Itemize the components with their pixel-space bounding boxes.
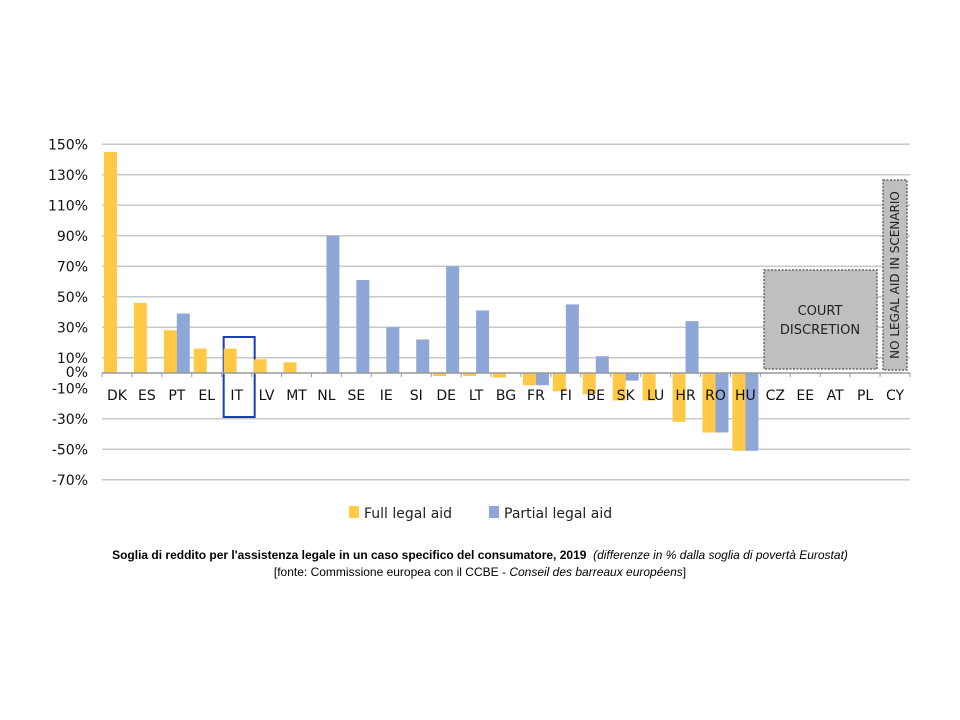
bar-partial-si <box>416 339 430 373</box>
caption-subtitle: (differenze in % dalla soglia di povertà… <box>593 548 848 562</box>
bar-partial-pt <box>176 313 190 373</box>
y-tick-label: 90% <box>57 229 88 245</box>
y-tick-label: 150% <box>48 137 88 153</box>
y-tick-label: 30% <box>57 320 88 336</box>
bar-partial-ro <box>715 373 729 433</box>
x-tick-label: IE <box>380 388 393 404</box>
x-tick-label: MT <box>286 388 307 404</box>
bar-full-ro <box>702 373 716 433</box>
bar-full-dk <box>103 151 117 373</box>
legend-swatch <box>489 506 499 518</box>
y-tick-label: -30% <box>52 412 88 428</box>
legend-label: Partial legal aid <box>504 506 612 522</box>
x-tick-label: IT <box>230 388 243 404</box>
bar-full-es <box>133 302 147 373</box>
x-tick-label: FR <box>527 388 545 404</box>
bar-full-pt <box>163 330 177 373</box>
x-tick-label: PT <box>168 388 185 404</box>
bar-full-be <box>582 373 596 395</box>
court-discretion-label: COURT <box>798 304 843 319</box>
legend-label: Full legal aid <box>364 506 452 522</box>
y-tick-label: 70% <box>57 259 88 275</box>
bar-partial-fi <box>565 304 579 373</box>
x-tick-label: ES <box>138 388 156 404</box>
y-tick-label: -50% <box>52 442 88 458</box>
bar-full-el <box>193 348 207 373</box>
x-tick-label: BG <box>496 388 516 404</box>
y-tick-label: 10% <box>57 351 88 367</box>
bar-partial-nl <box>326 235 340 373</box>
bar-partial-hu <box>745 373 759 451</box>
bar-full-fr <box>522 373 536 386</box>
y-tick-label: 110% <box>48 198 88 214</box>
y-tick-label: 50% <box>57 290 88 306</box>
bar-partial-ie <box>386 327 400 373</box>
x-tick-label: BE <box>587 388 605 404</box>
x-tick-label: NL <box>317 388 335 404</box>
bar-partial-fr <box>535 373 549 386</box>
bar-full-hr <box>672 373 686 422</box>
x-tick-label: SI <box>410 388 423 404</box>
x-tick-label: AT <box>827 388 844 404</box>
x-tick-label: CY <box>886 388 905 404</box>
x-tick-label: LV <box>259 388 275 404</box>
y-tick-label: -10% <box>52 381 88 397</box>
no-legal-aid-box <box>882 179 908 371</box>
bar-full-bg <box>493 373 506 378</box>
caption-title: Soglia di reddito per l'assistenza legal… <box>112 548 587 562</box>
x-tick-label: SE <box>348 388 366 404</box>
bar-full-lu <box>642 373 656 401</box>
x-tick-label: PL <box>857 388 873 404</box>
no-legal-aid-label: NO LEGAL AID IN SCENARIO <box>888 191 902 359</box>
x-tick-label: DK <box>107 388 128 404</box>
chart-caption-line2: [fonte: Commissione europea con il CCBE … <box>0 565 960 579</box>
bar-full-fi <box>552 373 566 392</box>
bar-full-sk <box>612 373 626 401</box>
bar-partial-sk <box>625 373 639 381</box>
x-tick-label: EL <box>198 388 215 404</box>
bar-full-lv <box>253 359 267 373</box>
chart-caption-line1: Soglia di reddito per l'assistenza legal… <box>0 548 960 562</box>
bar-full-mt <box>283 362 297 373</box>
x-tick-label: LT <box>469 388 484 404</box>
y-tick-label: 0% <box>66 365 88 381</box>
y-tick-label: -70% <box>52 473 88 489</box>
x-tick-label: RO <box>705 388 726 404</box>
bar-full-lt <box>463 373 477 377</box>
bar-full-de <box>433 373 447 377</box>
bar-partial-de <box>446 266 460 373</box>
bar-partial-be <box>595 356 609 373</box>
highlight-box <box>222 336 256 418</box>
bar-full-it <box>223 348 237 373</box>
caption-source-prefix: [fonte: Commissione europea con il CCBE … <box>273 565 510 579</box>
x-tick-label: LU <box>647 388 664 404</box>
x-tick-label: DE <box>436 388 456 404</box>
bar-partial-lt <box>476 310 490 373</box>
bar-partial-se <box>356 279 370 373</box>
x-tick-label: CZ <box>766 388 785 404</box>
x-tick-label: HU <box>735 388 756 404</box>
caption-source-italic: Conseil des barreaux européens <box>509 565 683 579</box>
court-discretion-label: DISCRETION <box>780 323 860 338</box>
bar-full-hu <box>732 373 746 451</box>
legend-swatch <box>349 506 359 518</box>
x-tick-label: SK <box>617 388 636 404</box>
x-tick-label: EE <box>796 388 814 404</box>
court-discretion-box <box>763 269 878 370</box>
y-tick-label: 130% <box>48 168 88 184</box>
bar-partial-hr <box>685 321 699 373</box>
x-tick-label: FI <box>560 388 572 404</box>
x-tick-label: HR <box>675 388 696 404</box>
caption-source-suffix: ] <box>682 565 687 579</box>
